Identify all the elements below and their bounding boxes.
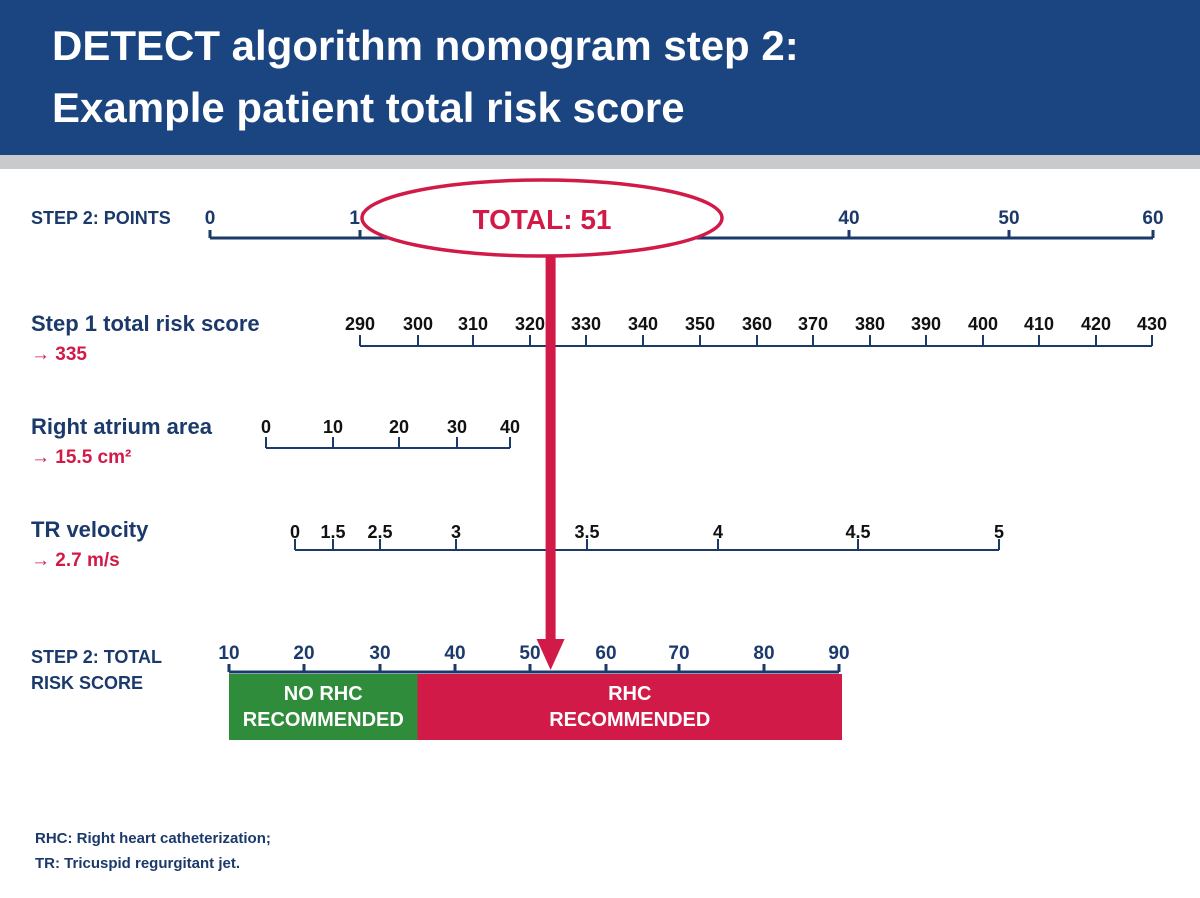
rhc-label: RHC xyxy=(608,683,651,705)
total-tick-label: 50 xyxy=(519,643,540,664)
step1-tick-label: 390 xyxy=(911,314,941,334)
total-scale-label: STEP 2: TOTAL xyxy=(31,647,162,667)
total-tick-label: 40 xyxy=(444,643,465,664)
tr_velocity-tick-label: 5 xyxy=(994,522,1004,542)
step1-value: → 335 xyxy=(31,344,87,365)
tr-velocity-label: TR velocity xyxy=(31,517,149,542)
step1-tick-label: 340 xyxy=(628,314,658,334)
tr_velocity-tick-label: 4 xyxy=(713,522,723,542)
points-tick-label: 60 xyxy=(1142,208,1163,229)
page-title-line-1: DETECT algorithm nomogram step 2: xyxy=(52,22,799,69)
ra-area-label: Right atrium area xyxy=(31,414,213,439)
ra_area-tick-label: 40 xyxy=(500,417,520,437)
step1-tick-label: 420 xyxy=(1081,314,1111,334)
total-tick-label: 90 xyxy=(828,643,849,664)
total-tick-label: 60 xyxy=(595,643,616,664)
tr_velocity-tick-label: 4.5 xyxy=(845,522,870,542)
step1-tick-label: 360 xyxy=(742,314,772,334)
footnote-tr: TR: Tricuspid regurgitant jet. xyxy=(35,855,241,872)
points-tick-label: 40 xyxy=(838,208,859,229)
ra_area-tick-label: 30 xyxy=(447,417,467,437)
step1-label: Step 1 total risk score xyxy=(31,311,260,336)
tr_velocity-tick-label: 0 xyxy=(290,522,300,542)
rhc-band xyxy=(417,674,842,740)
tr-velocity-value: → 2.7 m/s xyxy=(31,550,120,571)
ra_area-tick-label: 0 xyxy=(261,417,271,437)
total-tick-label: 20 xyxy=(293,643,314,664)
no-rhc-label: RECOMMENDED xyxy=(243,709,404,731)
step1-tick-label: 290 xyxy=(345,314,375,334)
points-tick-label: 0 xyxy=(205,208,216,229)
total-tick-label: 30 xyxy=(369,643,390,664)
step1-tick-label: 370 xyxy=(798,314,828,334)
ra_area-tick-label: 20 xyxy=(389,417,409,437)
total-tick-label: 80 xyxy=(753,643,774,664)
step1-tick-label: 320 xyxy=(515,314,545,334)
total-scale-label: RISK SCORE xyxy=(31,673,143,693)
step1-tick-label: 350 xyxy=(685,314,715,334)
header-divider xyxy=(0,155,1200,169)
points-tick-label: 50 xyxy=(998,208,1019,229)
title-banner xyxy=(0,0,1200,155)
rhc-label: RECOMMENDED xyxy=(549,709,710,731)
points-scale-label: STEP 2: POINTS xyxy=(31,208,171,228)
tr_velocity-tick-label: 3.5 xyxy=(574,522,599,542)
total-callout-text: TOTAL: 51 xyxy=(473,204,612,235)
step1-tick-label: 430 xyxy=(1137,314,1167,334)
step1-tick-label: 330 xyxy=(571,314,601,334)
ra-area-value: → 15.5 cm² xyxy=(31,447,131,468)
page-title-line-2: Example patient total risk score xyxy=(52,84,685,131)
ra_area-tick-label: 10 xyxy=(323,417,343,437)
no-rhc-label: NO RHC xyxy=(284,683,363,705)
total-tick-label: 70 xyxy=(668,643,689,664)
pointer-arrow-shaft xyxy=(545,236,556,644)
no-rhc-band xyxy=(229,674,418,740)
step1-tick-label: 400 xyxy=(968,314,998,334)
pointer-arrow-head xyxy=(536,639,565,670)
tr_velocity-tick-label: 2.5 xyxy=(367,522,392,542)
step1-tick-label: 410 xyxy=(1024,314,1054,334)
tr_velocity-tick-label: 1.5 xyxy=(320,522,345,542)
step1-tick-label: 310 xyxy=(458,314,488,334)
tr_velocity-tick-label: 3 xyxy=(451,522,461,542)
step1-tick-label: 380 xyxy=(855,314,885,334)
step1-tick-label: 300 xyxy=(403,314,433,334)
total-callout-ellipse xyxy=(360,178,724,258)
total-tick-label: 10 xyxy=(218,643,239,664)
footnote-rhc: RHC: Right heart catheterization; xyxy=(35,830,271,847)
